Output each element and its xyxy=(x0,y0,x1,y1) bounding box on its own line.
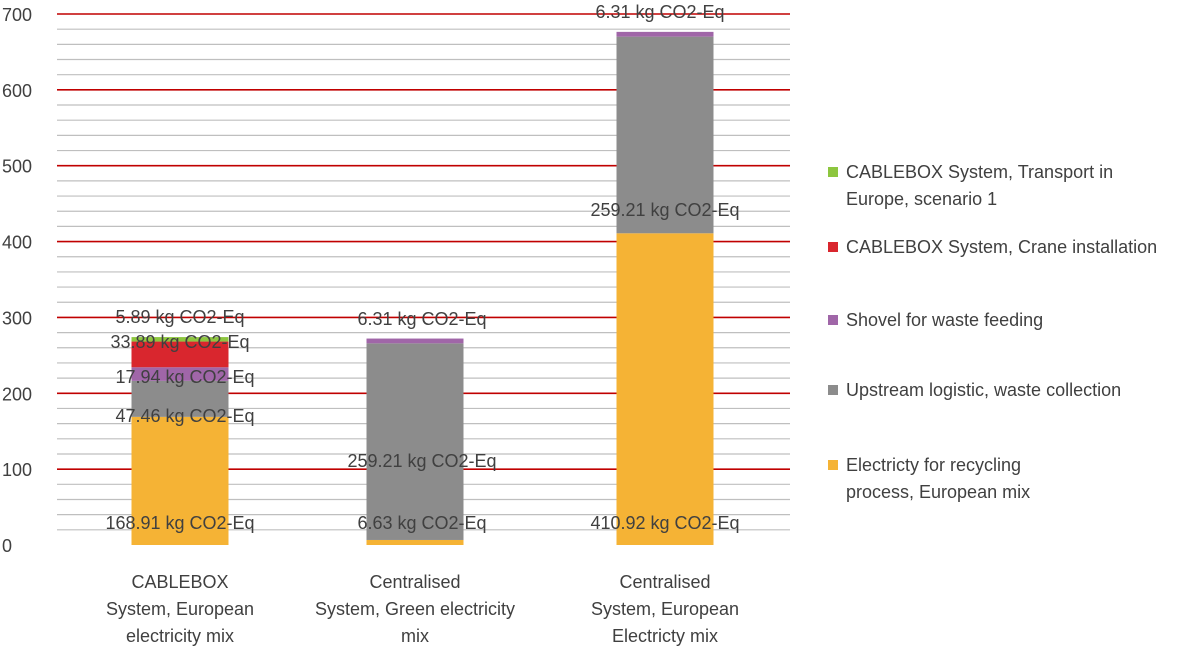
y-tick-label: 700 xyxy=(2,5,32,25)
bar-segment xyxy=(131,416,229,545)
x-category-label: mix xyxy=(401,626,429,646)
x-category-label: Electricty mix xyxy=(612,626,718,646)
y-tick-label: 600 xyxy=(2,81,32,101)
y-tick-label: 500 xyxy=(2,157,32,177)
bar-segment xyxy=(616,31,714,37)
data-label: 410.92 kg CO2-Eq xyxy=(590,513,739,533)
bar-segment xyxy=(131,337,229,342)
legend-label: Shovel for waste feeding xyxy=(846,310,1044,330)
legend-label: CABLEBOX System, Crane installation xyxy=(846,237,1158,257)
stacked-bar-chart: 0 100 200 300 400 500 600 700 168.91 kg CO2-Eq 4… xyxy=(2,2,790,646)
data-label: 259.21 kg CO2-Eq xyxy=(590,200,739,220)
data-label: 6.31 kg CO2-Eq xyxy=(595,2,724,22)
bar-segment xyxy=(616,36,714,234)
x-category-label: System, European xyxy=(106,599,254,619)
y-axis-tick-labels: 0 100 200 300 400 500 600 700 xyxy=(2,5,32,556)
legend-swatch xyxy=(828,167,838,177)
legend-item: Shovel for waste feeding xyxy=(828,308,1198,334)
bar-segment xyxy=(616,233,714,545)
bar-segments xyxy=(131,31,714,545)
bar-segment xyxy=(131,367,229,381)
data-label: 6.31 kg CO2-Eq xyxy=(357,309,486,329)
legend-label: Upstream logistic, waste collection xyxy=(846,380,1122,400)
data-label: 6.63 kg CO2-Eq xyxy=(357,513,486,533)
y-tick-label: 300 xyxy=(2,308,32,328)
y-tick-label: 0 xyxy=(2,536,12,556)
legend-swatch xyxy=(828,315,838,325)
legend-label: CABLEBOX System, Transport in Europe, sce… xyxy=(846,162,1114,209)
bar-segment xyxy=(131,380,229,417)
legend-swatch xyxy=(828,385,838,395)
data-labels: 168.91 kg CO2-Eq 47.46 kg CO2-Eq 17.94 kg … xyxy=(105,2,739,533)
legend-item: Upstream logistic, waste collection xyxy=(828,378,1198,404)
bar-segment xyxy=(131,341,229,368)
data-label: 259.21 kg CO2-Eq xyxy=(347,451,496,471)
legend-item: CABLEBOX System, Crane installation xyxy=(828,235,1198,261)
legend-label: Electricty for recycling process, Europea… xyxy=(846,455,1031,502)
x-category-label: electricity mix xyxy=(126,626,234,646)
data-label: 17.94 kg CO2-Eq xyxy=(115,367,254,387)
data-label: 33.89 kg CO2-Eq xyxy=(110,332,249,352)
x-category-label: Centralised xyxy=(369,572,460,592)
legend-item: Electricty for recycling process, Europea… xyxy=(828,453,1198,506)
bar-segment xyxy=(366,539,464,545)
data-label: 47.46 kg CO2-Eq xyxy=(115,406,254,426)
legend-item: CABLEBOX System, Transport in Europe, sce… xyxy=(828,160,1198,213)
data-label: 168.91 kg CO2-Eq xyxy=(105,513,254,533)
legend-swatch xyxy=(828,242,838,252)
x-category-label: System, European xyxy=(591,599,739,619)
y-tick-label: 400 xyxy=(2,233,32,253)
data-label: 5.89 kg CO2-Eq xyxy=(115,307,244,327)
bar-segment xyxy=(366,338,464,344)
legend-swatch xyxy=(828,460,838,470)
x-category-label: Centralised xyxy=(619,572,710,592)
x-category-label: CABLEBOX xyxy=(131,572,228,592)
x-category-label: System, Green electricity xyxy=(315,599,515,619)
y-tick-label: 200 xyxy=(2,384,32,404)
bar-segment xyxy=(366,343,464,540)
y-tick-label: 100 xyxy=(2,460,32,480)
x-axis-category-labels: CABLEBOX System, European electricity mix C… xyxy=(106,572,739,646)
